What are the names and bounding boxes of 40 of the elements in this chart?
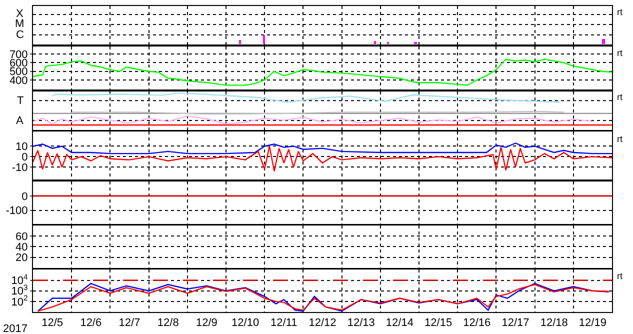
line-series (33, 142, 612, 154)
x-tick-label: 12/6 (80, 317, 102, 330)
x-tick-label: 12/11 (270, 317, 298, 330)
x-tick-label: 12/15 (424, 317, 452, 330)
x-tick-label: 12/18 (540, 317, 568, 330)
x-tick-label: 12/8 (157, 317, 179, 330)
text: rt (617, 48, 623, 58)
text: A (16, 115, 24, 127)
text: T (17, 95, 24, 107)
text: 2017 (3, 323, 28, 334)
x-tick-label: 12/10 (232, 317, 260, 330)
x-tick-label: 12/16 (463, 317, 491, 330)
text: rt (617, 92, 623, 102)
y-tick-label: 0 (22, 152, 28, 164)
x-tick-label: 12/7 (118, 317, 140, 330)
y-tick-label: 40 (16, 242, 28, 254)
text: rt (617, 271, 623, 281)
x-tick-label: 12/17 (502, 317, 530, 330)
y-tick-label: 400 (9, 74, 28, 87)
bar (602, 39, 605, 44)
y-tick-label: 20 (16, 252, 28, 264)
x-tick-label: 12/13 (347, 317, 375, 330)
x-tick-label: 12/19 (578, 317, 606, 330)
y-tick-label: -10 (12, 162, 28, 174)
x-tick-label: 12/9 (196, 317, 218, 330)
text: rt (617, 134, 623, 144)
x-tick-label: 12/14 (386, 317, 414, 330)
x-tick-label: 12/5 (42, 317, 64, 330)
y-tick-label: 10 (16, 141, 28, 154)
text: X (16, 8, 24, 20)
y-tick-label: 10$^{2}$ (11, 294, 28, 308)
text: M (15, 18, 24, 30)
y-tick-label: 0 (22, 190, 28, 203)
line-series (33, 146, 612, 172)
y-tick-label: -100 (6, 205, 28, 218)
text: rt (617, 7, 623, 17)
x-tick-label: 12/12 (308, 317, 336, 330)
line-series (33, 58, 612, 86)
y-tick-label: 60 (16, 231, 28, 244)
text: C (16, 29, 24, 41)
